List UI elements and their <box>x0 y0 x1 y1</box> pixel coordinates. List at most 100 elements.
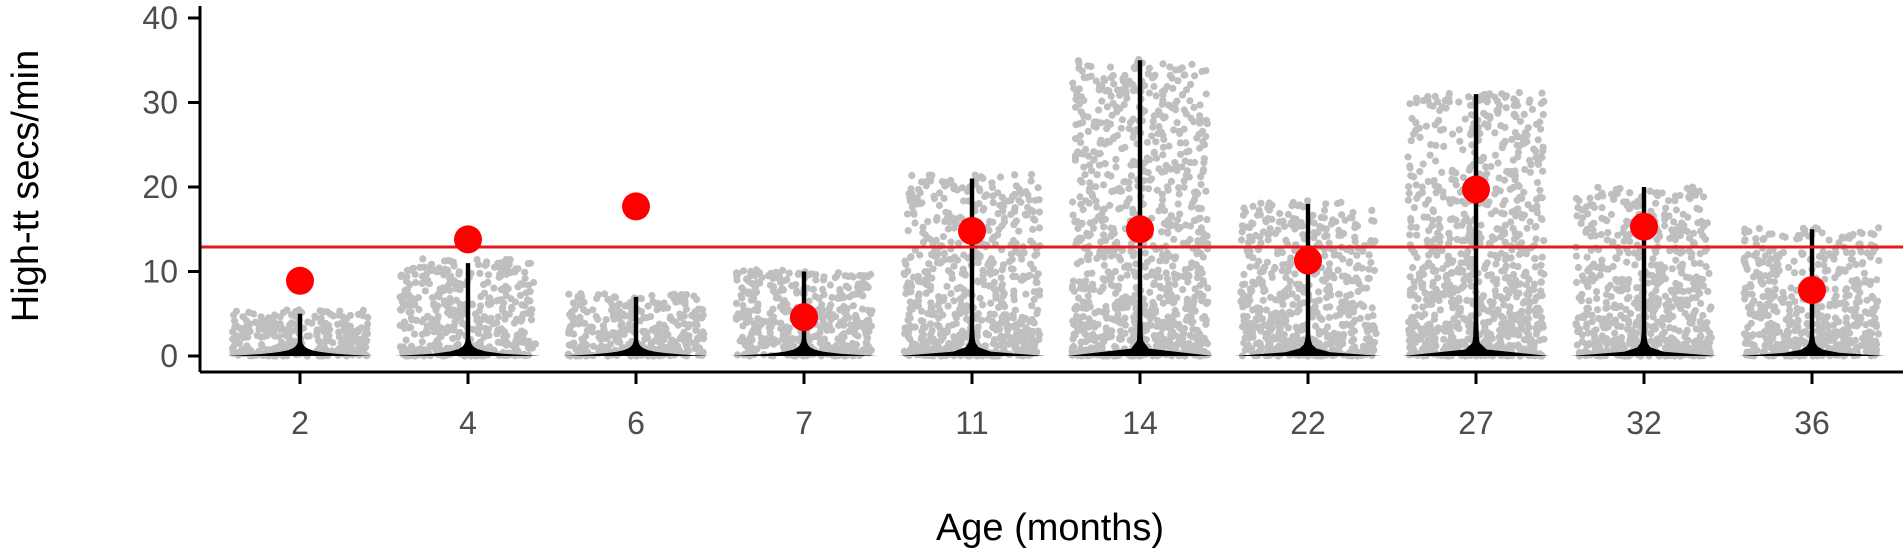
jitter-point <box>1252 339 1261 348</box>
jitter-point <box>904 333 913 341</box>
jitter-point <box>1110 229 1118 237</box>
jitter-point <box>1237 236 1246 244</box>
jitter-point <box>1085 298 1093 306</box>
jitter-point <box>1509 282 1517 290</box>
jitter-point <box>850 325 858 334</box>
jitter-point <box>815 294 823 302</box>
jitter-point <box>1118 116 1126 124</box>
jitter-point <box>1141 301 1149 309</box>
jitter-point <box>742 316 750 324</box>
jitter-point <box>527 306 535 314</box>
jitter-point <box>906 197 914 205</box>
jitter-point <box>495 263 503 271</box>
jitter-point <box>1520 211 1528 219</box>
jitter-point <box>947 290 955 298</box>
jitter-point <box>1151 71 1159 79</box>
jitter-point <box>493 297 501 305</box>
jitter-point <box>1075 59 1083 67</box>
jitter-point <box>313 329 321 337</box>
jitter-point <box>1165 142 1173 150</box>
jitter-point <box>1001 319 1010 327</box>
jitter-point <box>1531 147 1540 155</box>
jitter-point <box>507 295 515 303</box>
jitter-point <box>1502 104 1510 112</box>
jitter-point <box>927 173 935 181</box>
jitter-point <box>593 294 601 303</box>
jitter-point <box>1115 205 1123 213</box>
jitter-point <box>1284 324 1292 332</box>
jitter-point <box>1434 229 1442 237</box>
jitter-point <box>1174 77 1182 85</box>
jitter-point <box>943 282 951 290</box>
jitter-point <box>1088 269 1096 277</box>
jitter-point <box>819 285 827 293</box>
jitter-point <box>1174 200 1182 208</box>
jitter-point <box>1150 301 1158 309</box>
jitter-point <box>1073 260 1081 268</box>
jitter-point <box>335 328 343 336</box>
jitter-point <box>1410 333 1418 341</box>
jitter-point <box>1428 222 1436 230</box>
jitter-point <box>1085 250 1093 258</box>
jitter-point <box>405 324 414 332</box>
jitter-point <box>1594 183 1602 191</box>
jitter-point <box>1315 327 1323 335</box>
jitter-point <box>1021 338 1029 346</box>
jitter-point <box>1309 211 1317 219</box>
jitter-point <box>1101 76 1109 84</box>
jitter-point <box>1578 272 1587 280</box>
jitter-point <box>311 313 319 322</box>
jitter-point <box>597 335 605 344</box>
jitter-point <box>1537 269 1545 277</box>
jitter-point <box>988 179 996 187</box>
jitter-point <box>1437 290 1445 298</box>
jitter-point <box>1369 340 1377 349</box>
jitter-point <box>1121 83 1129 92</box>
jitter-point <box>1697 299 1705 307</box>
jitter-point <box>1196 270 1204 278</box>
jitter-point <box>583 308 591 316</box>
jitter-point <box>1095 106 1103 114</box>
jitter-point <box>1452 169 1460 177</box>
jitter-point <box>1020 249 1028 257</box>
jitter-point <box>842 311 851 319</box>
jitter-point <box>1484 92 1492 100</box>
jitter-point <box>912 341 920 349</box>
jitter-point <box>740 307 748 315</box>
jitter-point <box>450 277 458 285</box>
jitter-point <box>1603 236 1611 244</box>
jitter-point <box>1076 193 1084 201</box>
jitter-point <box>1112 343 1120 351</box>
jitter-point <box>680 312 688 320</box>
jitter-point <box>1574 263 1582 272</box>
jitter-point <box>1200 155 1208 163</box>
jitter-point <box>1652 199 1660 207</box>
jitter-point <box>1153 322 1161 331</box>
jitter-point <box>1481 120 1489 128</box>
jitter-point <box>1168 74 1176 82</box>
jitter-point <box>589 306 597 314</box>
jitter-point <box>1150 112 1158 120</box>
jitter-point <box>934 301 942 309</box>
jitter-point <box>950 215 958 223</box>
jitter-point <box>1240 270 1248 279</box>
jitter-point <box>1154 266 1162 274</box>
jitter-point <box>1072 95 1080 103</box>
jitter-point <box>1530 340 1538 348</box>
jitter-point <box>928 309 936 317</box>
jitter-point <box>777 324 785 333</box>
jitter-point <box>685 332 693 340</box>
jitter-point <box>1010 323 1018 331</box>
jitter-point <box>943 215 951 223</box>
jitter-point <box>1448 269 1456 277</box>
jitter-point <box>1159 321 1167 329</box>
jitter-point <box>1086 219 1094 227</box>
jitter-point <box>1199 166 1208 174</box>
jitter-point <box>1454 286 1462 294</box>
jitter-point <box>972 315 980 323</box>
jitter-point <box>1620 224 1628 232</box>
jitter-point <box>746 271 755 280</box>
jitter-point <box>1440 142 1448 150</box>
jitter-point <box>772 274 780 282</box>
jitter-point <box>987 299 995 307</box>
